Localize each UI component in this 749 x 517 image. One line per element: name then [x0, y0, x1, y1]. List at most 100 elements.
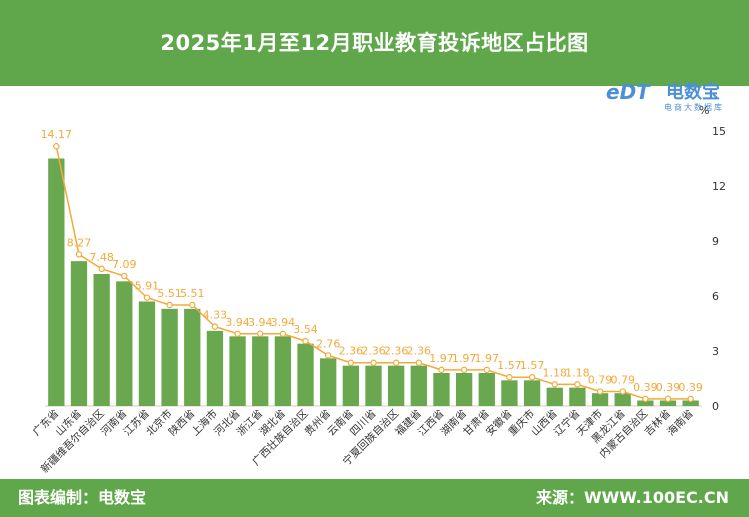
bar [229, 336, 246, 406]
data-label: 5.51 [180, 287, 205, 300]
data-label: 0.39 [678, 381, 703, 394]
footer-bar: 图表编制：电数宝 来源：WWW.100EC.CN [0, 479, 749, 517]
footer-credit: 图表编制：电数宝 [18, 488, 147, 507]
line-point [460, 366, 468, 374]
bar [252, 336, 269, 406]
y-tick-label: 15 [712, 125, 726, 138]
data-label: 0.79 [588, 374, 613, 387]
bar [410, 365, 427, 406]
line-point [121, 272, 128, 280]
bar [93, 274, 110, 406]
data-label: 2.36 [384, 345, 409, 358]
line-point [53, 143, 60, 150]
bar [387, 365, 405, 406]
data-label: 3.94 [248, 316, 273, 329]
data-label: 1.97 [475, 352, 500, 365]
data-label: 2.36 [361, 345, 386, 358]
line-point [143, 294, 151, 301]
line-point [324, 352, 332, 359]
bar [320, 358, 337, 406]
logo-edt-text: eDT [606, 80, 650, 104]
bar [342, 365, 360, 406]
chart-title: 2025年1月至12月职业教育投诉地区占比图 [160, 31, 589, 55]
line-point [664, 395, 672, 403]
line-point [392, 359, 400, 366]
logo: eDT 电数宝 电商大数据库 [598, 74, 738, 116]
bar [659, 400, 677, 406]
y-tick-label: 6 [712, 290, 719, 303]
bar [138, 301, 156, 406]
line-point [415, 359, 423, 366]
header-bar [0, 0, 749, 86]
line-point [642, 395, 649, 403]
bar [591, 393, 609, 406]
bar [569, 387, 586, 406]
data-label: 0.39 [633, 381, 658, 394]
line-point [528, 374, 536, 381]
bar [70, 261, 88, 406]
y-tick-label: 3 [712, 345, 719, 358]
data-label: 3.54 [293, 323, 318, 336]
line-point [619, 388, 626, 395]
data-label: 0.39 [656, 381, 681, 394]
data-label: 8.27 [67, 236, 92, 249]
bar [478, 373, 495, 406]
data-label: 3.94 [225, 316, 250, 329]
bar [433, 373, 450, 406]
line-point [574, 381, 581, 388]
line-point [370, 359, 377, 366]
line-point [438, 366, 445, 374]
line-point [75, 251, 83, 258]
line-point [483, 366, 490, 374]
data-label: 4.33 [203, 309, 228, 322]
data-label: 7.09 [112, 258, 137, 271]
line-point [189, 301, 196, 309]
data-label: 1.57 [520, 359, 545, 372]
line-point [551, 381, 558, 388]
bar [206, 330, 224, 406]
footer-source: 来源：WWW.100EC.CN [535, 488, 729, 507]
line-point [596, 388, 604, 395]
bar [682, 400, 699, 406]
bar [48, 158, 65, 406]
bar [501, 380, 518, 406]
data-label: 1.97 [429, 352, 454, 365]
data-label: 2.36 [339, 345, 364, 358]
line-point [506, 374, 513, 381]
x-tick-label: 海南省 [664, 407, 695, 438]
bar [161, 308, 178, 406]
data-label: 0.79 [610, 374, 635, 387]
data-label: 5.91 [135, 280, 160, 293]
data-label: 3.94 [271, 316, 296, 329]
bar [116, 281, 133, 406]
y-tick-label: 0 [712, 400, 719, 413]
logo-name: 电数宝 [666, 82, 720, 103]
data-label: 2.36 [407, 345, 432, 358]
bar-line-chart: 0369121514.178.277.487.095.915.515.514.3… [30, 125, 726, 476]
bar [455, 373, 473, 406]
line-point [687, 395, 694, 403]
data-label: 1.57 [497, 359, 522, 372]
bar [546, 387, 563, 406]
bar [365, 365, 382, 406]
y-axis-unit: % [699, 104, 710, 117]
data-label: 5.51 [157, 287, 182, 300]
line-point [347, 359, 355, 366]
data-label: 2.76 [316, 337, 341, 350]
line-point [98, 265, 105, 273]
line-point [211, 323, 219, 330]
line-point [166, 301, 173, 309]
bar [637, 400, 654, 406]
bar [274, 336, 292, 406]
data-label: 7.48 [89, 251, 114, 264]
line-point [234, 330, 241, 337]
y-tick-label: 12 [712, 180, 726, 193]
data-label: 1.18 [542, 366, 567, 379]
logo-subtitle: 电商大数据库 [664, 103, 724, 112]
bar [297, 343, 314, 406]
line-point [257, 330, 264, 337]
bar [523, 380, 541, 406]
bar [614, 393, 631, 406]
y-tick-label: 9 [712, 235, 719, 248]
data-label: 14.17 [41, 128, 73, 141]
